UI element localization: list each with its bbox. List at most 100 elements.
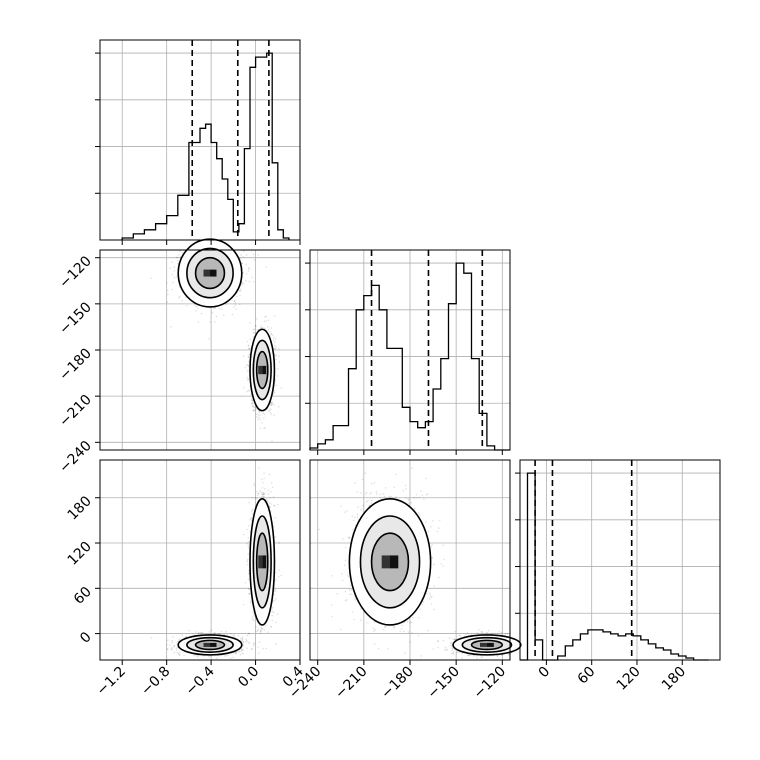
scatter-point xyxy=(171,641,173,644)
scatter-point xyxy=(243,250,245,252)
scatter-point xyxy=(248,347,250,350)
scatter-point xyxy=(247,365,250,368)
scatter-point xyxy=(235,308,237,310)
scatter-point xyxy=(237,635,240,637)
scatter-point xyxy=(233,634,236,636)
scatter-point xyxy=(251,399,254,402)
scatter-point xyxy=(271,401,274,404)
scatter-point xyxy=(179,295,181,298)
scatter-point xyxy=(217,633,220,635)
scatter-point xyxy=(263,320,266,323)
scatter-point xyxy=(234,652,237,654)
scatter-point xyxy=(247,641,249,643)
scatter-point xyxy=(253,259,256,261)
scatter-point xyxy=(270,402,272,405)
scatter-point xyxy=(247,378,250,381)
scatter-point xyxy=(241,262,243,265)
scatter-point xyxy=(257,418,260,421)
scatter-point xyxy=(247,379,249,381)
scatter-point xyxy=(234,302,237,304)
scatter-point xyxy=(195,654,198,657)
scatter-point xyxy=(177,652,180,655)
scatter-point xyxy=(242,653,244,655)
scatter-point xyxy=(246,390,248,393)
scatter-point xyxy=(169,267,171,269)
scatter-point xyxy=(258,410,261,413)
scatter-point xyxy=(247,364,250,367)
scatter-point xyxy=(250,393,252,396)
scatter-point xyxy=(248,347,250,350)
scatter-point xyxy=(274,347,277,350)
scatter-point xyxy=(252,405,255,408)
scatter-point xyxy=(259,418,262,420)
scatter-point xyxy=(248,353,250,356)
scatter-point xyxy=(252,403,254,405)
scatter-point xyxy=(176,257,179,259)
scatter-point xyxy=(270,327,273,329)
scatter-point xyxy=(263,413,266,416)
scatter-point xyxy=(270,332,272,335)
scatter-point xyxy=(225,304,227,306)
scatter-point xyxy=(262,412,265,415)
scatter-point xyxy=(251,399,253,402)
scatter-point xyxy=(250,398,253,401)
scatter-point xyxy=(252,253,255,255)
scatter-point xyxy=(179,651,181,653)
scatter-point xyxy=(248,280,251,283)
scatter-point xyxy=(277,405,280,408)
scatter-point xyxy=(245,280,247,282)
scatter-point xyxy=(263,427,265,429)
scatter-point xyxy=(165,282,168,284)
scatter-point xyxy=(265,320,268,322)
scatter-point xyxy=(150,637,153,639)
scatter-point xyxy=(274,354,277,357)
scatter-point xyxy=(210,629,213,631)
scatter-point xyxy=(257,646,259,648)
scatter-point xyxy=(253,643,256,645)
scatter-point xyxy=(226,633,228,636)
scatter-point xyxy=(232,656,234,659)
scatter-point xyxy=(170,326,172,328)
scatter-point xyxy=(176,640,179,643)
scatter-point xyxy=(165,644,168,646)
scatter-point xyxy=(171,639,173,642)
scatter-point xyxy=(185,304,188,307)
scatter-point xyxy=(242,649,244,651)
scatter-point xyxy=(256,329,259,331)
scatter-point xyxy=(245,639,248,642)
scatter-point xyxy=(177,263,179,265)
scatter-point xyxy=(171,261,173,264)
scatter-point xyxy=(254,325,256,327)
scatter-point xyxy=(248,267,250,269)
scatter-point xyxy=(170,648,172,650)
scatter-point xyxy=(238,290,241,292)
scatter-point xyxy=(173,266,176,268)
scatter-point xyxy=(274,348,277,350)
scatter-point xyxy=(167,648,169,650)
scatter-point xyxy=(172,635,174,638)
scatter-point xyxy=(173,644,176,647)
scatter-point xyxy=(232,634,234,636)
scatter-point xyxy=(169,644,171,646)
scatter-point xyxy=(201,631,204,634)
scatter-point xyxy=(249,338,252,341)
scatter-point xyxy=(240,288,242,291)
scatter-point xyxy=(248,356,250,358)
scatter-point xyxy=(267,329,270,331)
scatter-point xyxy=(255,416,258,418)
scatter-point xyxy=(233,300,236,302)
scatter-point xyxy=(275,345,277,348)
scatter-point xyxy=(234,304,237,306)
scatter-point xyxy=(265,315,268,318)
scatter-point xyxy=(246,369,249,372)
scatter-point xyxy=(167,293,169,296)
scatter-point xyxy=(248,390,251,392)
scatter-point xyxy=(280,387,283,389)
scatter-point xyxy=(273,414,275,417)
scatter-point xyxy=(241,649,243,651)
scatter-point xyxy=(242,271,244,274)
scatter-point xyxy=(200,312,203,315)
scatter-point xyxy=(260,325,262,327)
scatter-point xyxy=(241,638,244,641)
